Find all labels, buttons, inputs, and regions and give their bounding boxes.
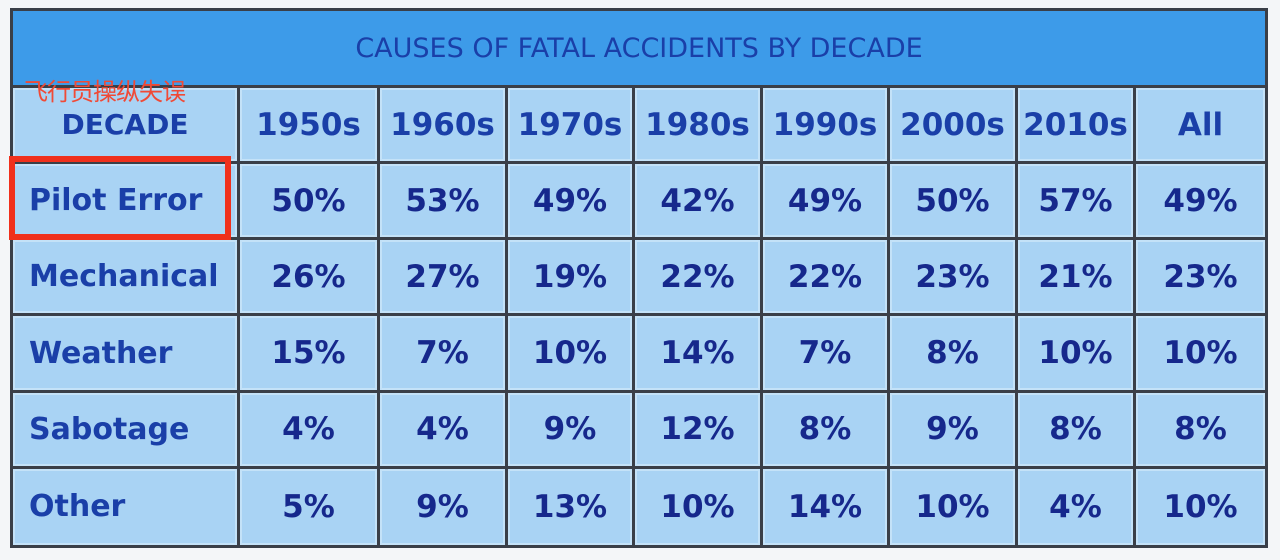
header-2000s: 2000s	[890, 88, 1018, 165]
header-1960s: 1960s	[380, 88, 508, 165]
table-cell: 15%	[240, 316, 380, 393]
table-cell: 9%	[380, 468, 508, 545]
table-cell: 10%	[890, 468, 1018, 545]
header-1990s: 1990s	[763, 88, 890, 165]
table-cell: 23%	[1136, 240, 1265, 317]
table-cell: 26%	[240, 240, 380, 317]
table-cell: 53%	[380, 164, 508, 241]
table-cell: 22%	[763, 240, 890, 317]
row-label: Other	[13, 468, 240, 545]
table-cell: 12%	[635, 392, 763, 469]
table-title: CAUSES OF FATAL ACCIDENTS BY DECADE	[13, 11, 1265, 88]
table-cell: 23%	[890, 240, 1018, 317]
header-1970s: 1970s	[508, 88, 635, 165]
table-cell: 50%	[890, 164, 1018, 241]
header-1980s: 1980s	[635, 88, 763, 165]
table-cell: 10%	[635, 468, 763, 545]
table-cell: 4%	[1018, 468, 1136, 545]
table-cell: 21%	[1018, 240, 1136, 317]
table-cell: 42%	[635, 164, 763, 241]
table-cell: 10%	[508, 316, 635, 393]
table-cell: 22%	[635, 240, 763, 317]
accidents-table: CAUSES OF FATAL ACCIDENTS BY DECADE DECA…	[10, 8, 1268, 548]
table-cell: 14%	[763, 468, 890, 545]
table-cell: 10%	[1136, 468, 1265, 545]
table-cell: 13%	[508, 468, 635, 545]
table-cell: 49%	[508, 164, 635, 241]
table-cell: 8%	[1018, 392, 1136, 469]
table-cell: 50%	[240, 164, 380, 241]
table-cell: 9%	[890, 392, 1018, 469]
table-cell: 10%	[1136, 316, 1265, 393]
row-label: Mechanical	[13, 240, 240, 317]
table-cell: 27%	[380, 240, 508, 317]
table-cell: 19%	[508, 240, 635, 317]
header-2010s: 2010s	[1018, 88, 1136, 165]
table-cell: 57%	[1018, 164, 1136, 241]
table-cell: 14%	[635, 316, 763, 393]
pilot-error-highlight-box	[9, 156, 231, 240]
table-cell: 8%	[763, 392, 890, 469]
table-grid: DECADE 1950s 1960s 1970s 1980s 1990s 2000s 2010…	[13, 88, 1265, 545]
row-label: Weather	[13, 316, 240, 393]
header-1950s: 1950s	[240, 88, 380, 165]
table-cell: 9%	[508, 392, 635, 469]
table-cell: 4%	[240, 392, 380, 469]
header-decade: DECADE	[13, 88, 240, 165]
table-cell: 7%	[763, 316, 890, 393]
row-label: Sabotage	[13, 392, 240, 469]
table-cell: 49%	[763, 164, 890, 241]
table-cell: 10%	[1018, 316, 1136, 393]
table-cell: 8%	[1136, 392, 1265, 469]
header-all: All	[1136, 88, 1265, 165]
chinese-annotation: 飞行员操纵失误	[24, 78, 186, 106]
table-cell: 8%	[890, 316, 1018, 393]
table-cell: 49%	[1136, 164, 1265, 241]
table-cell: 7%	[380, 316, 508, 393]
table-cell: 5%	[240, 468, 380, 545]
table-cell: 4%	[380, 392, 508, 469]
